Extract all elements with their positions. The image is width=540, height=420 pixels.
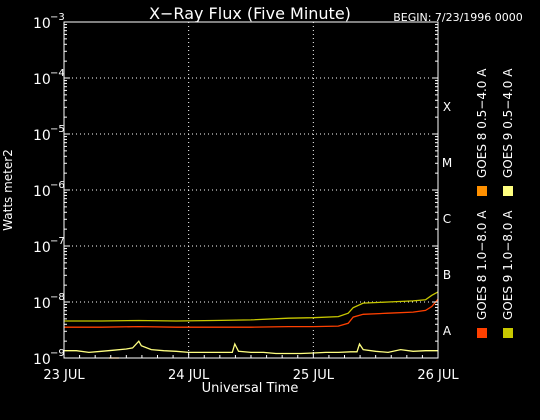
y-tick-label: 10 bbox=[33, 16, 51, 32]
y-tick-exponent: −7 bbox=[50, 236, 65, 247]
y-tick-label: 10 bbox=[33, 184, 51, 200]
y-tick-exponent: −5 bbox=[50, 124, 65, 135]
legend-label: GOES 9 0.5−4.0 A bbox=[501, 68, 515, 178]
legend-swatch bbox=[477, 328, 487, 338]
series-line bbox=[64, 291, 439, 322]
legend-swatch bbox=[503, 328, 513, 338]
x-axis-ticks: 23 JUL 24 JUL 25 JUL 26 JUL bbox=[43, 352, 459, 383]
series-layer bbox=[64, 291, 439, 359]
begin-label: BEGIN: 7/23/1996 0000 bbox=[393, 11, 523, 24]
y-axis-label: Watts meter2 bbox=[1, 149, 15, 231]
flare-class-m: M bbox=[442, 156, 452, 170]
y-tick-exponent: −6 bbox=[50, 180, 65, 191]
y-tick-label: 10 bbox=[33, 72, 51, 88]
y-tick-exponent: −9 bbox=[50, 348, 65, 359]
legend-swatch bbox=[477, 186, 487, 196]
x-tick-label: 26 JUL bbox=[417, 368, 459, 383]
y-tick-exponent: −8 bbox=[50, 292, 65, 303]
legend-swatch bbox=[503, 186, 513, 196]
flare-class-labels: X M C B A bbox=[442, 100, 452, 338]
flare-class-a: A bbox=[443, 324, 452, 338]
x-tick-label: 23 JUL bbox=[43, 368, 85, 383]
y-tick-label: 10 bbox=[33, 352, 51, 368]
y-tick-exponent: −3 bbox=[50, 12, 65, 23]
series-line bbox=[64, 298, 439, 328]
legend-label: GOES 9 1.0−8.0 A bbox=[501, 210, 515, 320]
legend-label: GOES 8 1.0−8.0 A bbox=[475, 210, 489, 320]
y-tick-label: 10 bbox=[33, 296, 51, 312]
grid bbox=[64, 22, 438, 358]
series-line bbox=[64, 340, 438, 355]
flare-class-b: B bbox=[443, 268, 451, 282]
x-axis-label: Universal Time bbox=[202, 381, 299, 396]
flare-class-x: X bbox=[443, 100, 451, 114]
legend-label: GOES 8 0.5−4.0 A bbox=[475, 68, 489, 178]
x-tick-label: 25 JUL bbox=[293, 368, 335, 383]
y-axis-ticks: 10−310−410−510−610−710−810−9 bbox=[33, 12, 438, 368]
chart-title: X−Ray Flux (Five Minute) bbox=[149, 4, 351, 23]
y-tick-label: 10 bbox=[33, 240, 51, 256]
y-tick-exponent: −4 bbox=[50, 68, 65, 79]
y-tick-label: 10 bbox=[33, 128, 51, 144]
legend: GOES 8 1.0−8.0 A GOES 8 0.5−4.0 A GOES 9 1… bbox=[475, 68, 515, 338]
x-tick-label: 24 JUL bbox=[168, 368, 210, 383]
flare-class-c: C bbox=[443, 212, 451, 226]
